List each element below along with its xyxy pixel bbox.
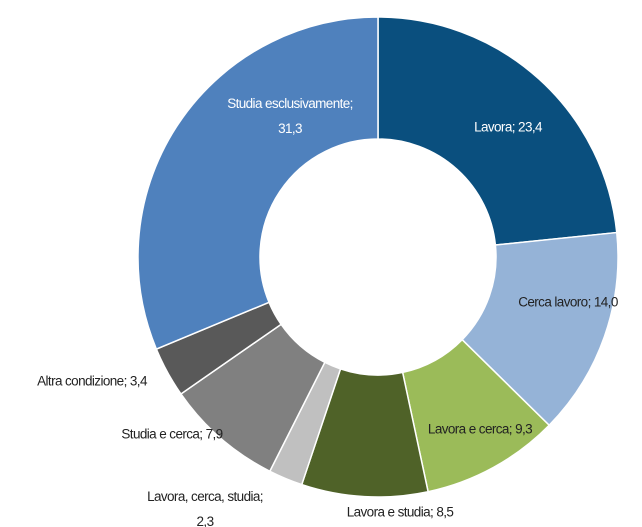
data-label: Lavora e studia; 8,5: [347, 505, 454, 520]
data-label: Cerca lavoro; 14,0: [518, 295, 618, 310]
data-label: Studia esclusivamente; 31,3: [227, 96, 353, 136]
data-label-line: Lavora, cerca, studia;: [147, 489, 263, 504]
data-label: Studia e cerca; 7,9: [121, 427, 222, 442]
donut-slice: [377, 16, 618, 246]
data-label-line: Studia esclusivamente;: [227, 96, 353, 111]
data-label: Lavora; 23,4: [474, 120, 543, 135]
data-label-line: 31,3: [278, 121, 302, 136]
data-label: Lavora e cerca; 9,3: [428, 422, 532, 437]
data-label: Altra condizione; 3,4: [37, 374, 148, 389]
data-label-line: 2,3: [197, 514, 214, 527]
data-label: Lavora, cerca, studia; 2,3: [147, 489, 263, 527]
donut-slice: [137, 16, 379, 351]
